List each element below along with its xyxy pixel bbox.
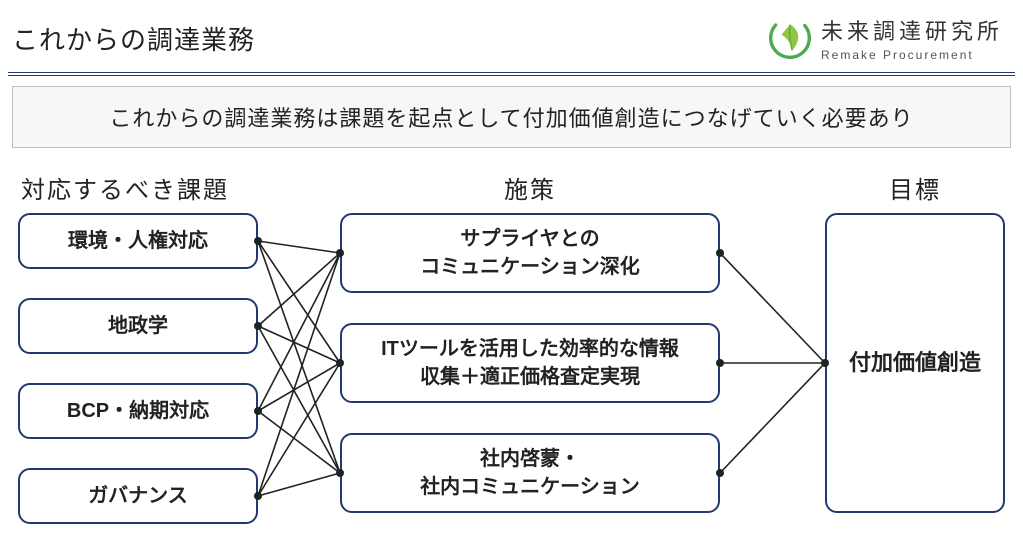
connector-dot (254, 322, 262, 330)
connector-dot (716, 469, 724, 477)
connector-dot (254, 407, 262, 415)
subtitle-panel: これからの調達業務は課題を起点として付加価値創造につなげていく必要あり (12, 86, 1011, 148)
brand-block: 未来調達研究所 Remake Procurement (769, 14, 1003, 62)
edges-layer (0, 148, 1023, 560)
edge-c3-i3 (258, 411, 340, 473)
edge-i1-g1 (720, 253, 825, 363)
connector-dot (336, 359, 344, 367)
connector-dot (716, 359, 724, 367)
globe-leaf-icon (769, 17, 811, 59)
header: これからの調達業務 未来調達研究所 Remake Procurement (0, 0, 1023, 72)
connector-dot (821, 359, 829, 367)
edge-c1-i1 (258, 241, 340, 253)
edge-i3-g1 (720, 363, 825, 473)
diagram-canvas: 対応するべき課題施策目標環境・人権対応地政学BCP・納期対応ガバナンスサプライヤ… (0, 148, 1023, 560)
connector-dot (336, 469, 344, 477)
page-title: これからの調達業務 (12, 20, 255, 57)
edge-c2-i3 (258, 326, 340, 473)
connector-dot (716, 249, 724, 257)
connector-dot (254, 492, 262, 500)
connector-dot (336, 249, 344, 257)
brand-name: 未来調達研究所 (821, 14, 1003, 46)
header-divider (8, 72, 1015, 76)
brand-text: 未来調達研究所 Remake Procurement (821, 14, 1003, 62)
connector-dot (254, 237, 262, 245)
brand-subtitle: Remake Procurement (821, 48, 974, 62)
